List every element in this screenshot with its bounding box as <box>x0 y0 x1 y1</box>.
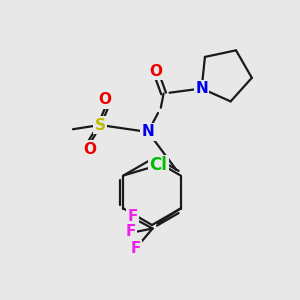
Text: N: N <box>142 124 154 140</box>
Text: N: N <box>195 81 208 96</box>
Text: F: F <box>125 224 136 239</box>
Text: O: O <box>83 142 97 157</box>
Text: O: O <box>98 92 112 107</box>
Text: Cl: Cl <box>149 157 167 175</box>
Text: F: F <box>128 209 138 224</box>
Text: F: F <box>130 241 141 256</box>
Text: O: O <box>149 64 162 79</box>
Text: S: S <box>94 118 106 133</box>
